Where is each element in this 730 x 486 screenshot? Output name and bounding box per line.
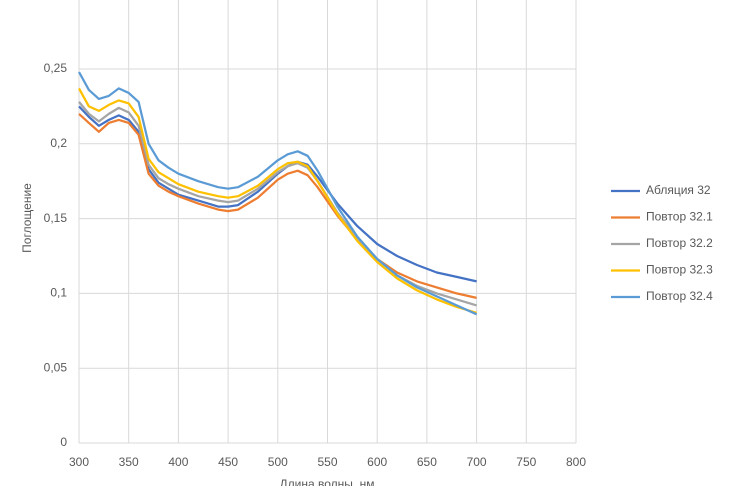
x-tick-label: 300 (69, 455, 89, 469)
x-tick-label: 600 (367, 455, 387, 469)
y-axis-label: Поглощение (20, 183, 34, 253)
y-tick-label: 0,15 (44, 211, 68, 225)
legend-label: Повтор 32.2 (646, 236, 713, 250)
legend-label: Повтор 32.3 (646, 263, 713, 277)
x-axis-label: Длина волны, нм (280, 477, 375, 486)
x-tick-label: 350 (119, 455, 139, 469)
data-line (78, 105, 477, 283)
y-tick-label: 0 (60, 435, 67, 449)
x-tick-label: 550 (317, 455, 337, 469)
y-tick-label: 0,1 (50, 286, 67, 300)
x-tick-label: 700 (467, 455, 487, 469)
x-tick-label: 800 (566, 455, 586, 469)
y-tick-label: 0,05 (44, 360, 68, 374)
x-tick-label: 650 (417, 455, 437, 469)
data-line (78, 71, 478, 316)
legend-label: Абляция 32 (646, 183, 711, 197)
y-tick-label: 0,2 (50, 136, 67, 150)
y-tick-label: 0,25 (44, 61, 68, 75)
x-tick-label: 400 (168, 455, 188, 469)
data-line (78, 87, 477, 314)
x-tick-label: 750 (516, 455, 536, 469)
legend-label: Повтор 32.1 (646, 210, 713, 224)
x-tick-label: 450 (218, 455, 238, 469)
x-tick-label: 500 (268, 455, 288, 469)
legend-label: Повтор 32.4 (646, 289, 713, 303)
